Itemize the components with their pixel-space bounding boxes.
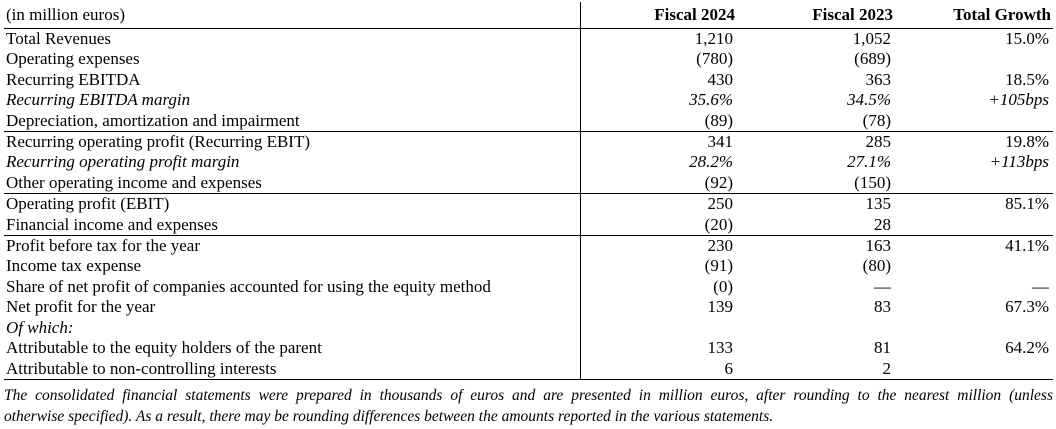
table-row: Operating expenses (780) (689) bbox=[4, 49, 1053, 70]
table-row: Attributable to the equity holders of th… bbox=[4, 338, 1053, 359]
row-label: Income tax expense bbox=[4, 256, 581, 277]
value-fiscal-2023: 27.1% bbox=[847, 152, 891, 172]
table-row: Net profit for the year 139 83 67.3% bbox=[4, 297, 1053, 318]
value-fiscal-2023 bbox=[737, 318, 895, 338]
value-fiscal-2023: (78) bbox=[862, 110, 891, 130]
table-row: Operating profit (EBIT) 250 135 85.1% bbox=[4, 193, 1053, 215]
table-row: Profit before tax for the year 230 163 4… bbox=[4, 235, 1053, 257]
value-fiscal-2023: (689) bbox=[854, 49, 891, 69]
row-label: Recurring EBITDA margin bbox=[4, 90, 581, 111]
table-row: Income tax expense (91) (80) bbox=[4, 256, 1053, 277]
value-fiscal-2024: 28.2% bbox=[689, 152, 733, 172]
table-row: Of which: bbox=[4, 317, 1053, 339]
value-total-growth: +105bps bbox=[988, 90, 1049, 110]
value-total-growth: 67.3% bbox=[1005, 297, 1049, 317]
financial-table: (in million euros) Fiscal 2024 Fiscal 20… bbox=[4, 2, 1053, 380]
value-total-growth: 19.8% bbox=[895, 131, 1053, 153]
table-row: Depreciation, amortization and impairmen… bbox=[4, 110, 1053, 132]
value-fiscal-2023: — bbox=[874, 276, 891, 296]
value-fiscal-2023: (150) bbox=[854, 172, 891, 192]
value-fiscal-2024: 1,210 bbox=[694, 29, 733, 48]
value-total-growth bbox=[895, 256, 1053, 276]
financial-table-body: Total Revenues 1,210 1,052 15.0% Operati… bbox=[4, 28, 1053, 380]
value-fiscal-2023: 1,052 bbox=[852, 29, 891, 48]
unit-label: (in million euros) bbox=[4, 2, 581, 29]
value-fiscal-2023: 2 bbox=[882, 358, 892, 378]
table-row: Recurring operating profit margin 28.2% … bbox=[4, 152, 1053, 173]
row-label: Attributable to non-controlling interest… bbox=[4, 358, 581, 380]
footnote-line-1: The consolidated financial statements we… bbox=[4, 387, 1053, 404]
row-label: Attributable to the equity holders of th… bbox=[4, 338, 581, 359]
value-fiscal-2023: 285 bbox=[737, 131, 895, 153]
row-label: Total Revenues bbox=[4, 28, 581, 50]
value-fiscal-2024: (0) bbox=[713, 276, 733, 296]
row-label: Net profit for the year bbox=[4, 297, 581, 318]
value-total-growth bbox=[895, 359, 1053, 380]
row-label: Profit before tax for the year bbox=[4, 235, 581, 257]
value-total-growth bbox=[895, 318, 1053, 338]
value-fiscal-2023: 81 bbox=[874, 338, 891, 358]
row-label: Share of net profit of companies account… bbox=[4, 276, 581, 298]
value-total-growth: 15.0% bbox=[1005, 29, 1049, 48]
value-total-growth: 18.5% bbox=[1005, 69, 1049, 89]
value-fiscal-2024: (91) bbox=[704, 256, 733, 276]
footnote: The consolidated financial statements we… bbox=[4, 386, 1053, 427]
value-fiscal-2024: 341 bbox=[580, 131, 737, 153]
table-row: Recurring EBITDA 430 363 18.5% bbox=[4, 69, 1053, 91]
row-label: Recurring operating profit (Recurring EB… bbox=[4, 131, 581, 153]
value-fiscal-2023: (80) bbox=[862, 256, 891, 276]
row-label: Operating expenses bbox=[4, 49, 581, 70]
table-row: Financial income and expenses (20) 28 bbox=[4, 214, 1053, 236]
value-total-growth: 64.2% bbox=[1005, 338, 1049, 358]
value-fiscal-2024: 35.6% bbox=[689, 90, 733, 110]
row-label: Recurring operating profit margin bbox=[4, 152, 581, 173]
value-fiscal-2023: 28 bbox=[874, 214, 891, 234]
row-label: Of which: bbox=[4, 317, 581, 339]
column-header-fiscal-2023: Fiscal 2023 bbox=[737, 2, 895, 29]
value-fiscal-2024: 430 bbox=[707, 69, 734, 89]
value-fiscal-2023: 34.5% bbox=[847, 90, 891, 110]
table-row: Recurring operating profit (Recurring EB… bbox=[4, 131, 1053, 153]
value-fiscal-2024: (20) bbox=[704, 214, 733, 234]
value-total-growth bbox=[895, 111, 1053, 132]
value-fiscal-2024 bbox=[580, 318, 737, 338]
table-row: Total Revenues 1,210 1,052 15.0% bbox=[4, 28, 1053, 50]
value-fiscal-2024: (92) bbox=[704, 172, 733, 192]
value-fiscal-2024: (89) bbox=[704, 110, 733, 130]
value-fiscal-2023: 83 bbox=[874, 297, 891, 317]
value-total-growth bbox=[895, 173, 1053, 194]
value-fiscal-2024: 133 bbox=[707, 338, 734, 358]
value-fiscal-2024: 230 bbox=[580, 235, 737, 257]
value-fiscal-2023: 163 bbox=[737, 235, 895, 257]
table-row: Share of net profit of companies account… bbox=[4, 276, 1053, 298]
row-label: Recurring EBITDA bbox=[4, 69, 581, 91]
value-fiscal-2023: 363 bbox=[865, 69, 892, 89]
table-row: Other operating income and expenses (92)… bbox=[4, 172, 1053, 194]
value-total-growth: — bbox=[1032, 276, 1049, 296]
value-fiscal-2024: 6 bbox=[724, 358, 734, 378]
table-row: Recurring EBITDA margin 35.6% 34.5% +105… bbox=[4, 90, 1053, 111]
value-total-growth bbox=[895, 49, 1053, 69]
value-total-growth: 41.1% bbox=[895, 235, 1053, 257]
row-label: Depreciation, amortization and impairmen… bbox=[4, 110, 581, 132]
row-label: Operating profit (EBIT) bbox=[4, 193, 581, 215]
value-fiscal-2024: (780) bbox=[696, 49, 733, 69]
table-row: Attributable to non-controlling interest… bbox=[4, 358, 1053, 380]
row-label: Financial income and expenses bbox=[4, 214, 581, 236]
value-total-growth bbox=[895, 215, 1053, 236]
column-header-total-growth: Total Growth bbox=[895, 2, 1053, 29]
value-fiscal-2023: 135 bbox=[737, 193, 895, 215]
footnote-line-2: otherwise specified). As a result, there… bbox=[4, 407, 774, 425]
value-fiscal-2024: 250 bbox=[580, 193, 737, 215]
value-total-growth: +113bps bbox=[989, 152, 1049, 172]
column-header-fiscal-2024: Fiscal 2024 bbox=[580, 2, 737, 29]
row-label: Other operating income and expenses bbox=[4, 172, 581, 194]
table-header-row: (in million euros) Fiscal 2024 Fiscal 20… bbox=[4, 2, 1053, 29]
value-total-growth: 85.1% bbox=[895, 193, 1053, 215]
value-fiscal-2024: 139 bbox=[707, 297, 734, 317]
